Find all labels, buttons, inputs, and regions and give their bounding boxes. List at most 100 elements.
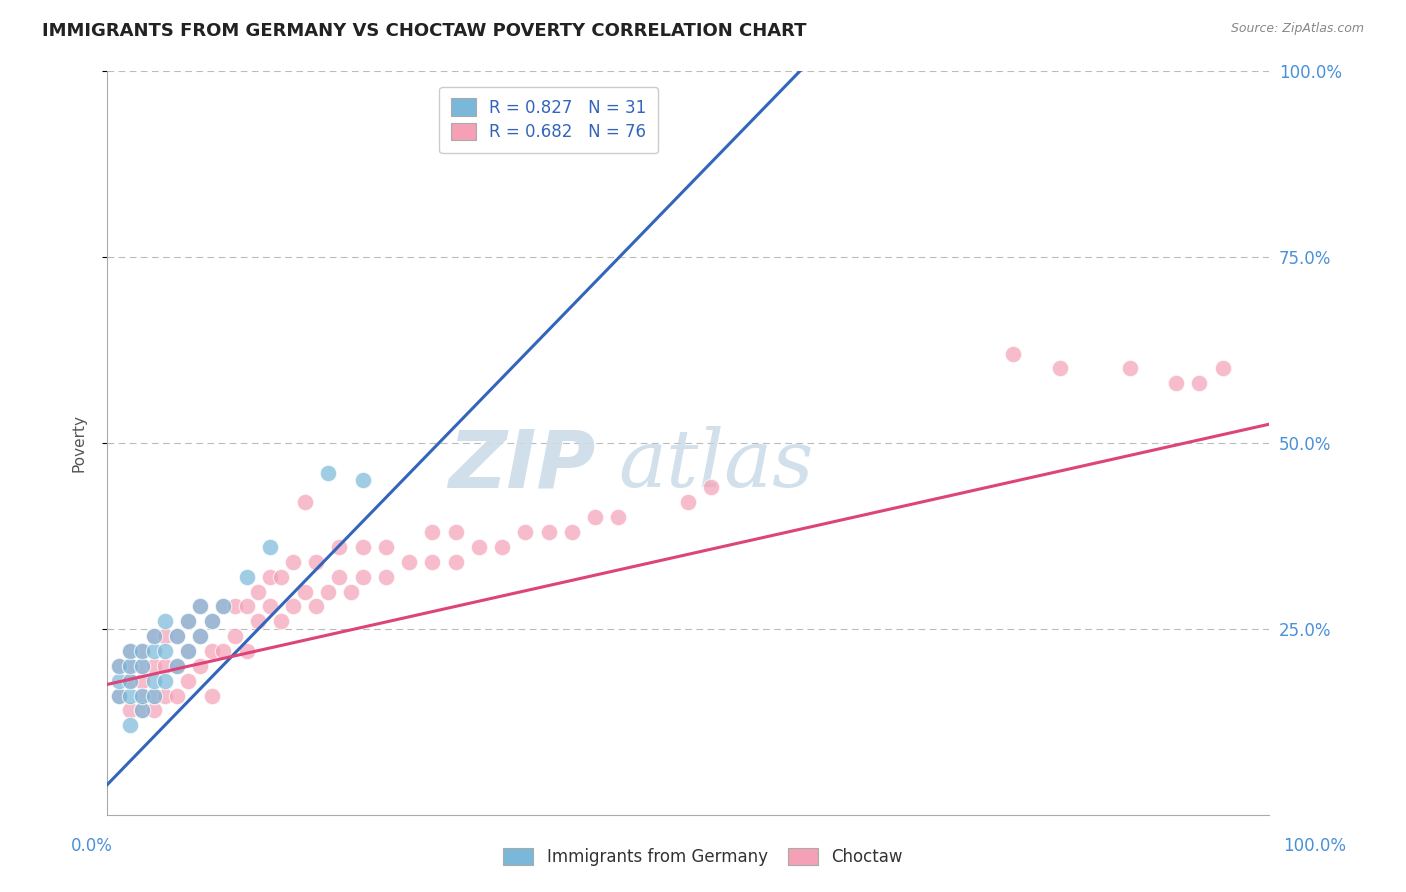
Point (153, 658, 176, 673)
Point (422, 524, 444, 539)
Point (212, 644, 235, 658)
Point (259, 540, 281, 554)
Point (328, 569, 350, 583)
Point (700, 480, 723, 494)
Point (131, 644, 153, 658)
Point (142, 644, 165, 658)
Text: ZIP: ZIP (447, 426, 595, 504)
Point (142, 658, 165, 673)
Point (177, 614, 200, 628)
Point (491, 540, 513, 554)
Point (1212, 361, 1234, 376)
Point (305, 555, 328, 569)
Point (107, 689, 129, 703)
Point (153, 689, 176, 703)
Point (247, 584, 270, 599)
Text: Source: ZipAtlas.com: Source: ZipAtlas.com (1230, 22, 1364, 36)
Point (352, 540, 374, 554)
Point (561, 524, 583, 539)
Point (352, 569, 374, 583)
Point (131, 658, 153, 673)
Point (166, 658, 188, 673)
Point (444, 524, 467, 539)
Point (375, 540, 398, 554)
Point (131, 658, 153, 673)
Point (1002, 346, 1025, 360)
Point (188, 629, 211, 643)
Point (259, 569, 281, 583)
Point (166, 629, 188, 643)
Point (316, 466, 339, 480)
Point (120, 689, 142, 703)
Point (270, 569, 292, 583)
Point (537, 524, 560, 539)
Legend: R = 0.827   N = 31, R = 0.682   N = 76: R = 0.827 N = 31, R = 0.682 N = 76 (439, 87, 658, 153)
Point (201, 689, 224, 703)
Point (1118, 361, 1140, 376)
Point (120, 644, 142, 658)
Point (120, 658, 142, 673)
Point (235, 644, 257, 658)
Point (177, 644, 200, 658)
Point (142, 629, 165, 643)
Point (235, 599, 257, 614)
Point (131, 689, 153, 703)
Text: 0.0%: 0.0% (70, 837, 112, 855)
Point (107, 689, 129, 703)
Point (201, 614, 224, 628)
Point (177, 614, 200, 628)
Point (422, 555, 444, 569)
Point (340, 584, 363, 599)
Point (305, 599, 328, 614)
Point (177, 673, 200, 688)
Point (201, 644, 224, 658)
Point (676, 495, 699, 509)
Point (444, 555, 467, 569)
Point (352, 473, 374, 487)
Point (131, 703, 153, 717)
Point (166, 658, 188, 673)
Point (166, 629, 188, 643)
Point (120, 703, 142, 717)
Point (120, 644, 142, 658)
Point (201, 614, 224, 628)
Point (166, 689, 188, 703)
Text: atlas: atlas (619, 426, 814, 504)
Point (153, 644, 176, 658)
Point (259, 599, 281, 614)
Point (212, 599, 235, 614)
Point (142, 703, 165, 717)
Point (247, 614, 270, 628)
Point (153, 629, 176, 643)
Point (1164, 376, 1187, 391)
Point (120, 673, 142, 688)
Point (142, 689, 165, 703)
Point (224, 629, 246, 643)
Point (583, 510, 606, 524)
Point (131, 644, 153, 658)
Point (107, 658, 129, 673)
Point (270, 614, 292, 628)
Point (188, 599, 211, 614)
Point (188, 599, 211, 614)
Point (131, 689, 153, 703)
Point (398, 555, 420, 569)
Point (188, 629, 211, 643)
Point (212, 599, 235, 614)
Legend: Immigrants from Germany, Choctaw: Immigrants from Germany, Choctaw (496, 841, 910, 873)
Point (328, 540, 350, 554)
Point (515, 524, 537, 539)
Point (142, 689, 165, 703)
Point (142, 629, 165, 643)
Point (120, 718, 142, 732)
Point (294, 584, 316, 599)
Point (131, 703, 153, 717)
Point (153, 673, 176, 688)
Y-axis label: Poverty: Poverty (72, 414, 86, 472)
Text: 100.0%: 100.0% (1284, 837, 1346, 855)
Point (235, 569, 257, 583)
Point (107, 673, 129, 688)
Point (153, 614, 176, 628)
Point (120, 658, 142, 673)
Point (468, 540, 491, 554)
